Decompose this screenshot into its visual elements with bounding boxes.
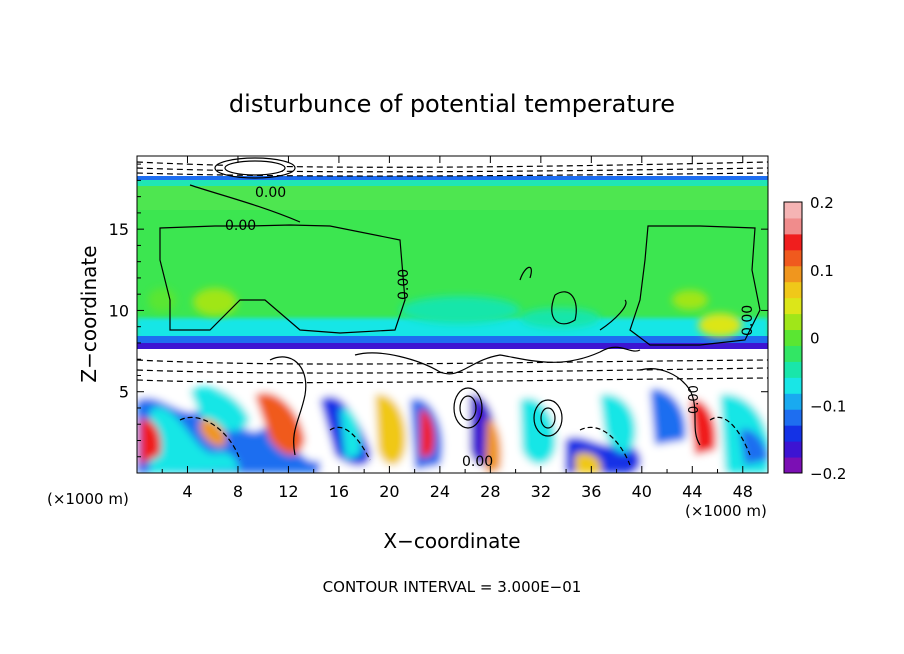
top-cyan-band (137, 180, 768, 186)
blue-layer (137, 336, 768, 344)
y-tick-label: 10 (109, 301, 129, 320)
colorbar-tick-label: 0.2 (810, 194, 834, 212)
x-tick-label: 4 (182, 482, 192, 501)
x-tick-label: 28 (480, 482, 500, 501)
x-tick-label: 40 (632, 482, 652, 501)
x-tick-label: 44 (682, 482, 702, 501)
contour-label: 0.00 (255, 185, 286, 201)
x-tick-label: 24 (430, 482, 450, 501)
contour-label: 0.00 (225, 218, 256, 234)
white-layer (137, 349, 768, 389)
x-tick-label: 12 (278, 482, 298, 501)
colorbar-swatch (784, 409, 802, 426)
x-tick-label: 48 (733, 482, 753, 501)
colorbar-swatch (784, 265, 802, 283)
x-tick-label: 8 (233, 482, 243, 501)
cyan-layer (137, 318, 768, 340)
colorbar-swatch (784, 361, 802, 378)
colorbar (784, 202, 802, 474)
colorbar-swatch (784, 233, 802, 251)
colorbar-tick-label: 0 (810, 330, 820, 348)
colorbar-swatch (784, 281, 802, 299)
x-axis: 4 8 12 16 20 24 28 32 36 40 44 48 (161, 156, 753, 501)
colorbar-labels: 0.2 0.1 0 −0.1 −0.2 (810, 194, 846, 483)
chart-title: disturbunce of potential temperature (229, 90, 675, 118)
contour-interval-note: CONTOUR INTERVAL = 3.000E−01 (323, 578, 582, 596)
colorbar-swatch (784, 297, 802, 315)
colorbar-swatch (784, 441, 802, 458)
plot-area: 0.00 0.00 0.00 0.00 0.00 0.00 (137, 156, 768, 473)
colorbar-frame (783, 201, 803, 474)
colorbar-swatch (784, 457, 802, 474)
contour-label: 0.00 (396, 269, 412, 300)
colorbar-swatch (784, 425, 802, 442)
x-tick-label: 32 (531, 482, 551, 501)
x-unit-label-right: (×1000 m) (685, 502, 767, 520)
colorbar-swatch (784, 393, 802, 410)
x-tick-label: 36 (581, 482, 601, 501)
colorbar-tick-label: 0.1 (810, 262, 834, 280)
top-blue-band (137, 176, 768, 180)
contour-label: 0.00 (462, 454, 493, 470)
colorbar-swatch (784, 202, 802, 219)
colorbar-swatch (784, 329, 802, 346)
x-unit-label: (×1000 m) (47, 490, 129, 508)
colorbar-swatch (784, 377, 802, 394)
contour-labels: 0.00 0.00 0.00 0.00 0.00 0.00 (225, 185, 756, 470)
contour-label: 0.00 (740, 305, 756, 336)
contour-label: 0.00 (687, 385, 702, 414)
x-tick-label: 16 (329, 482, 349, 501)
x-tick-label: 20 (379, 482, 399, 501)
y-tick-label: 15 (109, 220, 129, 239)
contours (137, 157, 768, 466)
colorbar-swatch (784, 217, 802, 235)
colorbar-swatch (784, 249, 802, 267)
x-axis-label: X−coordinate (383, 529, 520, 553)
lower-turbulence (137, 386, 768, 473)
y-tick-label: 5 (119, 383, 129, 402)
colorbar-swatch (784, 313, 802, 331)
purple-layer (137, 343, 768, 349)
colorbar-tick-label: −0.1 (810, 397, 846, 415)
y-axis-label: Z−coordinate (77, 245, 101, 382)
colorbar-swatch (784, 345, 802, 362)
y-axis: 5 10 15 (109, 163, 768, 458)
colorbar-tick-label: −0.2 (810, 465, 846, 483)
upper-band-light (137, 186, 768, 210)
plot-frame (136, 155, 769, 474)
